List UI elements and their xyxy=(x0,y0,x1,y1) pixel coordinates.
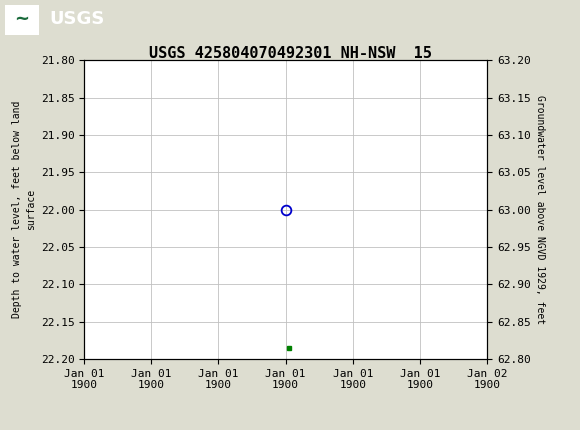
Y-axis label: Depth to water level, feet below land
surface: Depth to water level, feet below land su… xyxy=(12,101,37,318)
Y-axis label: Groundwater level above NGVD 1929, feet: Groundwater level above NGVD 1929, feet xyxy=(535,95,545,324)
Bar xyxy=(5,5,39,35)
Text: ~: ~ xyxy=(14,10,30,28)
Text: USGS: USGS xyxy=(49,10,104,28)
Text: USGS 425804070492301 NH-NSW  15: USGS 425804070492301 NH-NSW 15 xyxy=(148,46,432,61)
